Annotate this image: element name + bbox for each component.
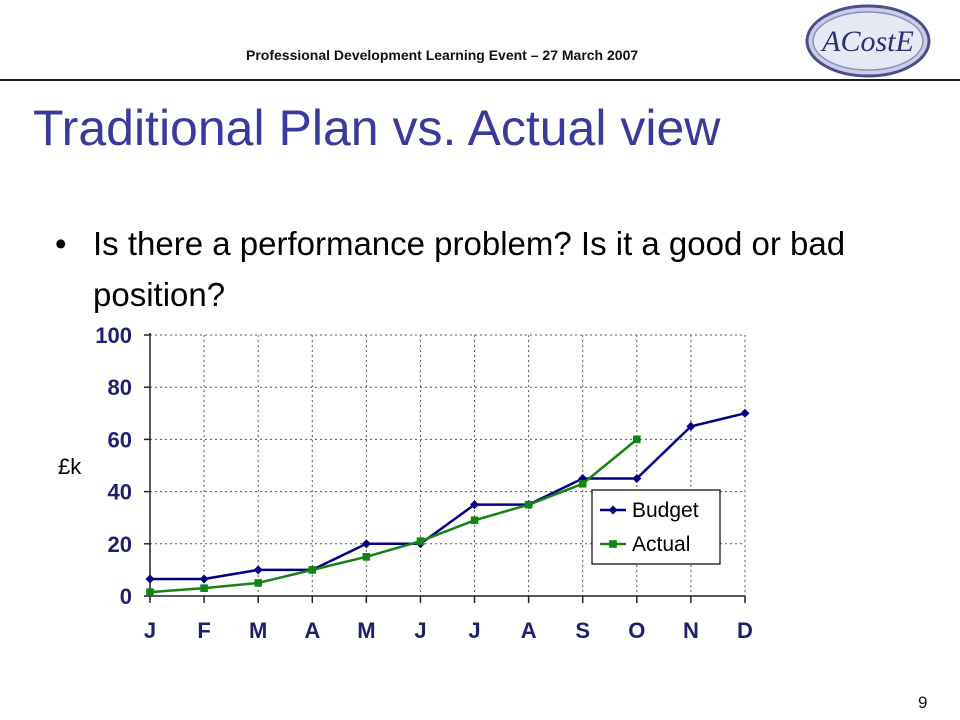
bullet-dot: • — [55, 225, 67, 262]
legend-label: Actual — [632, 533, 690, 556]
budget-point — [199, 574, 209, 584]
x-tick-label: A — [521, 618, 537, 643]
x-tick-label: O — [628, 618, 645, 643]
budget-point — [686, 421, 696, 431]
x-tick-label: A — [304, 618, 320, 643]
y-tick-labels: 0 20 40 60 80 100 — [95, 323, 132, 609]
actual-point — [416, 537, 425, 545]
budget-point — [632, 474, 642, 484]
x-tick-label: F — [197, 618, 210, 643]
legend-label: Budget — [632, 499, 699, 522]
actual-point — [578, 479, 587, 488]
actual-point — [200, 584, 208, 592]
legend-box — [591, 489, 721, 565]
budget-point — [470, 500, 480, 510]
series-actual — [146, 435, 641, 596]
x-tick-label: M — [249, 618, 267, 643]
actual-point — [308, 566, 317, 574]
x-tick-label: S — [575, 618, 590, 643]
budget-point — [361, 539, 371, 549]
legend-marker — [608, 505, 618, 515]
x-tick-label: M — [357, 618, 375, 643]
x-tick-label: J — [414, 618, 426, 643]
actual-point — [633, 435, 641, 444]
y-axis-title: £k — [58, 454, 82, 479]
x-tick-label: J — [144, 618, 156, 643]
actual-point — [524, 500, 533, 509]
actual-point — [254, 579, 262, 587]
budget-point — [740, 408, 750, 418]
y-tick-label: 40 — [108, 480, 132, 505]
y-tick-label: 100 — [95, 323, 132, 348]
acoste-logo: ACostE — [805, 4, 931, 78]
x-tick-label: D — [737, 618, 753, 643]
legend-entry-actual: Actual — [600, 533, 690, 556]
actual-point — [470, 516, 479, 525]
y-tick-label: 80 — [108, 375, 132, 400]
bullet-text: Is there a performance problem? Is it a … — [93, 225, 846, 313]
y-tick-label: 0 — [120, 584, 132, 609]
chart-legend: Budget Actual — [591, 489, 721, 565]
logo-text: ACostE — [820, 25, 914, 58]
actual-line — [149, 438, 638, 594]
actual-point — [146, 588, 154, 596]
event-header: Professional Development Learning Event … — [246, 47, 639, 63]
chart-series — [145, 408, 750, 596]
budget-point — [145, 574, 155, 584]
slide-title: Traditional Plan vs. Actual view — [33, 100, 721, 156]
budget-line — [150, 412, 746, 581]
page-number: 9 — [918, 693, 928, 712]
x-tick-label: N — [683, 618, 699, 643]
x-tick-label: J — [468, 618, 480, 643]
header-divider — [0, 79, 960, 81]
legend-entry-budget: Budget — [600, 499, 699, 522]
budget-point — [253, 565, 263, 575]
y-tick-label: 20 — [108, 532, 132, 557]
actual-point — [362, 553, 371, 561]
y-tick-label: 60 — [108, 427, 132, 452]
legend-marker — [609, 540, 617, 548]
chart-axes — [144, 333, 746, 603]
